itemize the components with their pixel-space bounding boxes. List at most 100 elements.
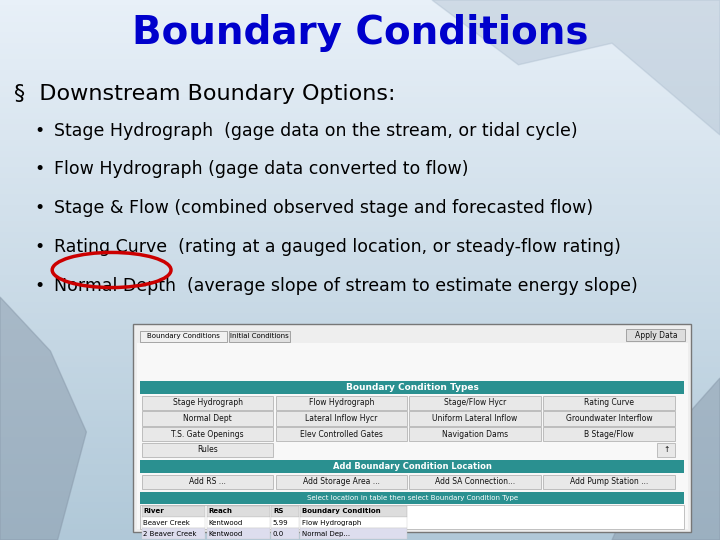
Bar <box>0 254 720 259</box>
Bar <box>0 508 720 513</box>
Bar <box>140 381 684 394</box>
Bar <box>0 346 720 351</box>
Bar <box>0 324 720 329</box>
Bar <box>543 396 675 410</box>
Bar <box>0 259 720 265</box>
Bar <box>0 286 720 292</box>
Bar <box>0 167 720 173</box>
Bar <box>0 49 720 54</box>
Bar <box>0 157 720 162</box>
Bar <box>0 59 720 65</box>
Bar <box>0 389 720 394</box>
Bar <box>0 427 720 432</box>
Bar <box>271 517 299 528</box>
Bar <box>0 146 720 151</box>
Bar <box>0 416 720 421</box>
Bar <box>0 162 720 167</box>
Bar <box>0 443 720 448</box>
Bar <box>0 529 720 535</box>
Bar <box>276 396 408 410</box>
Bar <box>409 475 541 489</box>
Bar <box>0 270 720 275</box>
Bar <box>271 506 299 517</box>
Bar <box>0 356 720 362</box>
Bar <box>276 427 408 441</box>
Text: ↑: ↑ <box>663 446 670 454</box>
Bar <box>133 324 691 532</box>
Bar <box>0 103 720 108</box>
Bar <box>0 313 720 319</box>
Bar <box>140 460 684 473</box>
Bar <box>0 421 720 427</box>
Text: Kentwood: Kentwood <box>208 530 243 537</box>
Bar <box>657 443 675 457</box>
Bar <box>0 97 720 103</box>
Bar <box>142 427 274 441</box>
Text: Groundwater Interflow: Groundwater Interflow <box>565 414 652 423</box>
Text: Boundary Condition: Boundary Condition <box>302 508 380 515</box>
Text: Uniform Lateral Inflow: Uniform Lateral Inflow <box>433 414 518 423</box>
Bar <box>207 506 270 517</box>
Bar <box>0 518 720 524</box>
Bar <box>0 135 720 140</box>
Bar <box>0 81 720 86</box>
Text: B Stage/Flow: B Stage/Flow <box>584 430 634 438</box>
Bar <box>300 506 407 517</box>
Bar <box>543 411 675 426</box>
Bar <box>142 411 274 426</box>
Text: Add SA Connection...: Add SA Connection... <box>435 477 516 486</box>
Bar <box>543 427 675 441</box>
Bar <box>0 335 720 340</box>
Text: Reach: Reach <box>208 508 232 515</box>
Bar <box>0 238 720 243</box>
Bar <box>0 54 720 59</box>
Bar <box>0 394 720 400</box>
Bar <box>0 459 720 464</box>
Text: 5.99: 5.99 <box>273 519 289 526</box>
Polygon shape <box>612 378 720 540</box>
Bar <box>0 184 720 189</box>
Text: Stage & Flow (combined observed stage and forecasted flow): Stage & Flow (combined observed stage an… <box>54 199 593 217</box>
Bar <box>137 343 688 529</box>
Text: •: • <box>35 199 45 217</box>
Bar <box>142 443 274 457</box>
Text: Rating Curve: Rating Curve <box>584 399 634 407</box>
Bar <box>0 319 720 324</box>
Text: •: • <box>35 238 45 256</box>
Text: Boundary Conditions: Boundary Conditions <box>132 14 588 51</box>
Bar <box>0 367 720 373</box>
Text: T.S. Gate Openings: T.S. Gate Openings <box>171 430 244 438</box>
Bar <box>0 113 720 119</box>
Bar <box>626 329 685 341</box>
Text: Beaver Creek: Beaver Creek <box>143 519 190 526</box>
Bar <box>0 76 720 81</box>
Bar <box>0 437 720 443</box>
Text: Navigation Dams: Navigation Dams <box>442 430 508 438</box>
Bar <box>229 331 290 342</box>
Text: Stage/Flow Hycr: Stage/Flow Hycr <box>444 399 506 407</box>
Bar <box>0 351 720 356</box>
Text: Initial Conditions: Initial Conditions <box>230 333 289 340</box>
Bar <box>0 475 720 481</box>
Text: 2 Beaver Creek: 2 Beaver Creek <box>143 530 197 537</box>
Bar <box>0 32 720 38</box>
Text: Normal Dept: Normal Dept <box>184 414 232 423</box>
Bar <box>0 400 720 405</box>
Text: Add Storage Area ...: Add Storage Area ... <box>303 477 380 486</box>
Text: Flow Hydrograph (gage data converted to flow): Flow Hydrograph (gage data converted to … <box>54 160 469 178</box>
Bar <box>0 470 720 475</box>
Bar <box>0 524 720 529</box>
Text: Add Boundary Condition Location: Add Boundary Condition Location <box>333 462 492 471</box>
Bar <box>0 292 720 297</box>
Bar <box>140 505 684 529</box>
Polygon shape <box>0 297 86 540</box>
Bar <box>0 275 720 281</box>
Bar <box>0 302 720 308</box>
Text: Stage Hydrograph  (gage data on the stream, or tidal cycle): Stage Hydrograph (gage data on the strea… <box>54 122 577 139</box>
Bar <box>0 151 720 157</box>
Text: Elev Controlled Gates: Elev Controlled Gates <box>300 430 383 438</box>
Bar <box>0 405 720 410</box>
Text: River: River <box>143 508 164 515</box>
Bar <box>0 227 720 232</box>
Bar <box>0 200 720 205</box>
